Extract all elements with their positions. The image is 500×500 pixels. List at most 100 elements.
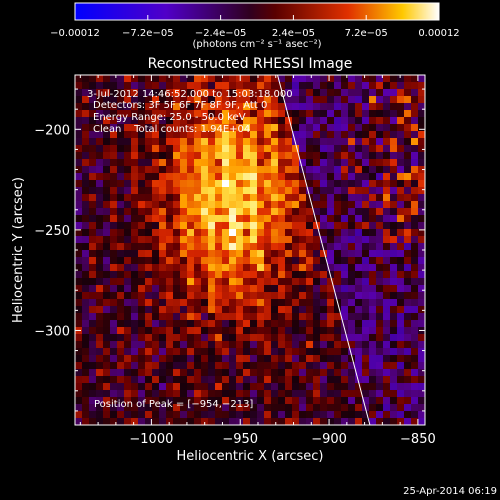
heatmap-cell <box>362 145 370 153</box>
heatmap-cell <box>362 110 370 118</box>
heatmap-cell <box>152 89 160 97</box>
heatmap-cell <box>271 75 279 83</box>
heatmap-cell <box>117 75 125 83</box>
heatmap-cell <box>418 243 425 251</box>
heatmap-cell <box>299 376 307 384</box>
heatmap-cell <box>124 418 132 425</box>
heatmap-cell <box>201 152 209 160</box>
heatmap-cell <box>264 201 272 209</box>
heatmap-cell <box>131 369 139 377</box>
heatmap-cell <box>180 292 188 300</box>
heatmap-cell <box>110 222 118 230</box>
heatmap-cell <box>173 376 181 384</box>
heatmap-cell <box>404 376 412 384</box>
heatmap-cell <box>166 208 174 216</box>
heatmap-cell <box>229 341 237 349</box>
heatmap-cell <box>222 341 230 349</box>
heatmap-cell <box>194 327 202 335</box>
heatmap-cell <box>327 82 335 90</box>
heatmap-cell <box>278 411 286 419</box>
heatmap-cell <box>194 180 202 188</box>
heatmap-cell <box>299 383 307 391</box>
heatmap-cell <box>355 96 363 104</box>
heatmap-cell <box>138 173 146 181</box>
heatmap-cell <box>229 327 237 335</box>
heatmap-cell <box>397 383 405 391</box>
heatmap-cell <box>82 152 90 160</box>
heatmap-cell <box>159 131 167 139</box>
heatmap-cell <box>376 117 384 125</box>
heatmap-cell <box>264 215 272 223</box>
heatmap-cell <box>180 89 188 97</box>
heatmap-cell <box>180 131 188 139</box>
heatmap-cell <box>159 243 167 251</box>
heatmap-cell <box>404 271 412 279</box>
heatmap-cell <box>418 187 425 195</box>
heatmap-cell <box>180 124 188 132</box>
heatmap-cell <box>369 138 377 146</box>
heatmap-cell <box>250 131 258 139</box>
heatmap-cell <box>159 194 167 202</box>
heatmap-cell <box>145 103 153 111</box>
heatmap-cell <box>159 250 167 258</box>
heatmap-cell <box>243 348 251 356</box>
heatmap-cell <box>334 194 342 202</box>
heatmap-cell <box>180 390 188 398</box>
heatmap-cell <box>271 89 279 97</box>
heatmap-cell <box>243 145 251 153</box>
heatmap-cell <box>117 222 125 230</box>
heatmap-cell <box>383 271 391 279</box>
heatmap-cell <box>313 369 321 377</box>
heatmap-cell <box>362 376 370 384</box>
heatmap-cell <box>82 243 90 251</box>
heatmap-cell <box>89 103 97 111</box>
heatmap-cell <box>117 376 125 384</box>
heatmap-cell <box>180 404 188 412</box>
heatmap-cell <box>180 411 188 419</box>
heatmap-cell <box>173 285 181 293</box>
heatmap-cell <box>411 376 419 384</box>
heatmap-cell <box>299 187 307 195</box>
heatmap-cell <box>313 194 321 202</box>
heatmap-cell <box>138 166 146 174</box>
heatmap-cell <box>222 278 230 286</box>
heatmap-cell <box>82 138 90 146</box>
heatmap-cell <box>278 110 286 118</box>
heatmap-cell <box>208 285 216 293</box>
heatmap-cell <box>138 215 146 223</box>
heatmap-cell <box>187 236 195 244</box>
heatmap-cell <box>173 404 181 412</box>
heatmap-cell <box>348 271 356 279</box>
heatmap-cell <box>229 145 237 153</box>
heatmap-cell <box>243 173 251 181</box>
heatmap-cell <box>173 292 181 300</box>
heatmap-cell <box>250 208 258 216</box>
heatmap-cell <box>397 194 405 202</box>
heatmap-cell <box>243 390 251 398</box>
heatmap-cell <box>292 215 300 223</box>
heatmap-cell <box>271 124 279 132</box>
heatmap-cell <box>180 271 188 279</box>
heatmap-cell <box>271 320 279 328</box>
heatmap-cell <box>418 355 425 363</box>
heatmap-cell <box>173 131 181 139</box>
heatmap-cell <box>187 264 195 272</box>
heatmap-cell <box>173 229 181 237</box>
heatmap-cell <box>369 82 377 90</box>
heatmap-cell <box>166 411 174 419</box>
heatmap-cell <box>299 138 307 146</box>
heatmap-cell <box>145 131 153 139</box>
heatmap-cell <box>208 166 216 174</box>
heatmap-cell <box>103 278 111 286</box>
heatmap-cell <box>75 334 83 342</box>
heatmap-cell <box>208 362 216 370</box>
heatmap-cell <box>243 411 251 419</box>
heatmap-cell <box>341 180 349 188</box>
heatmap-cell <box>117 285 125 293</box>
heatmap-cell <box>306 390 314 398</box>
heatmap-cell <box>159 369 167 377</box>
heatmap-cell <box>131 110 139 118</box>
heatmap-cell <box>75 159 83 167</box>
heatmap-cell <box>411 180 419 188</box>
heatmap-cell <box>201 159 209 167</box>
